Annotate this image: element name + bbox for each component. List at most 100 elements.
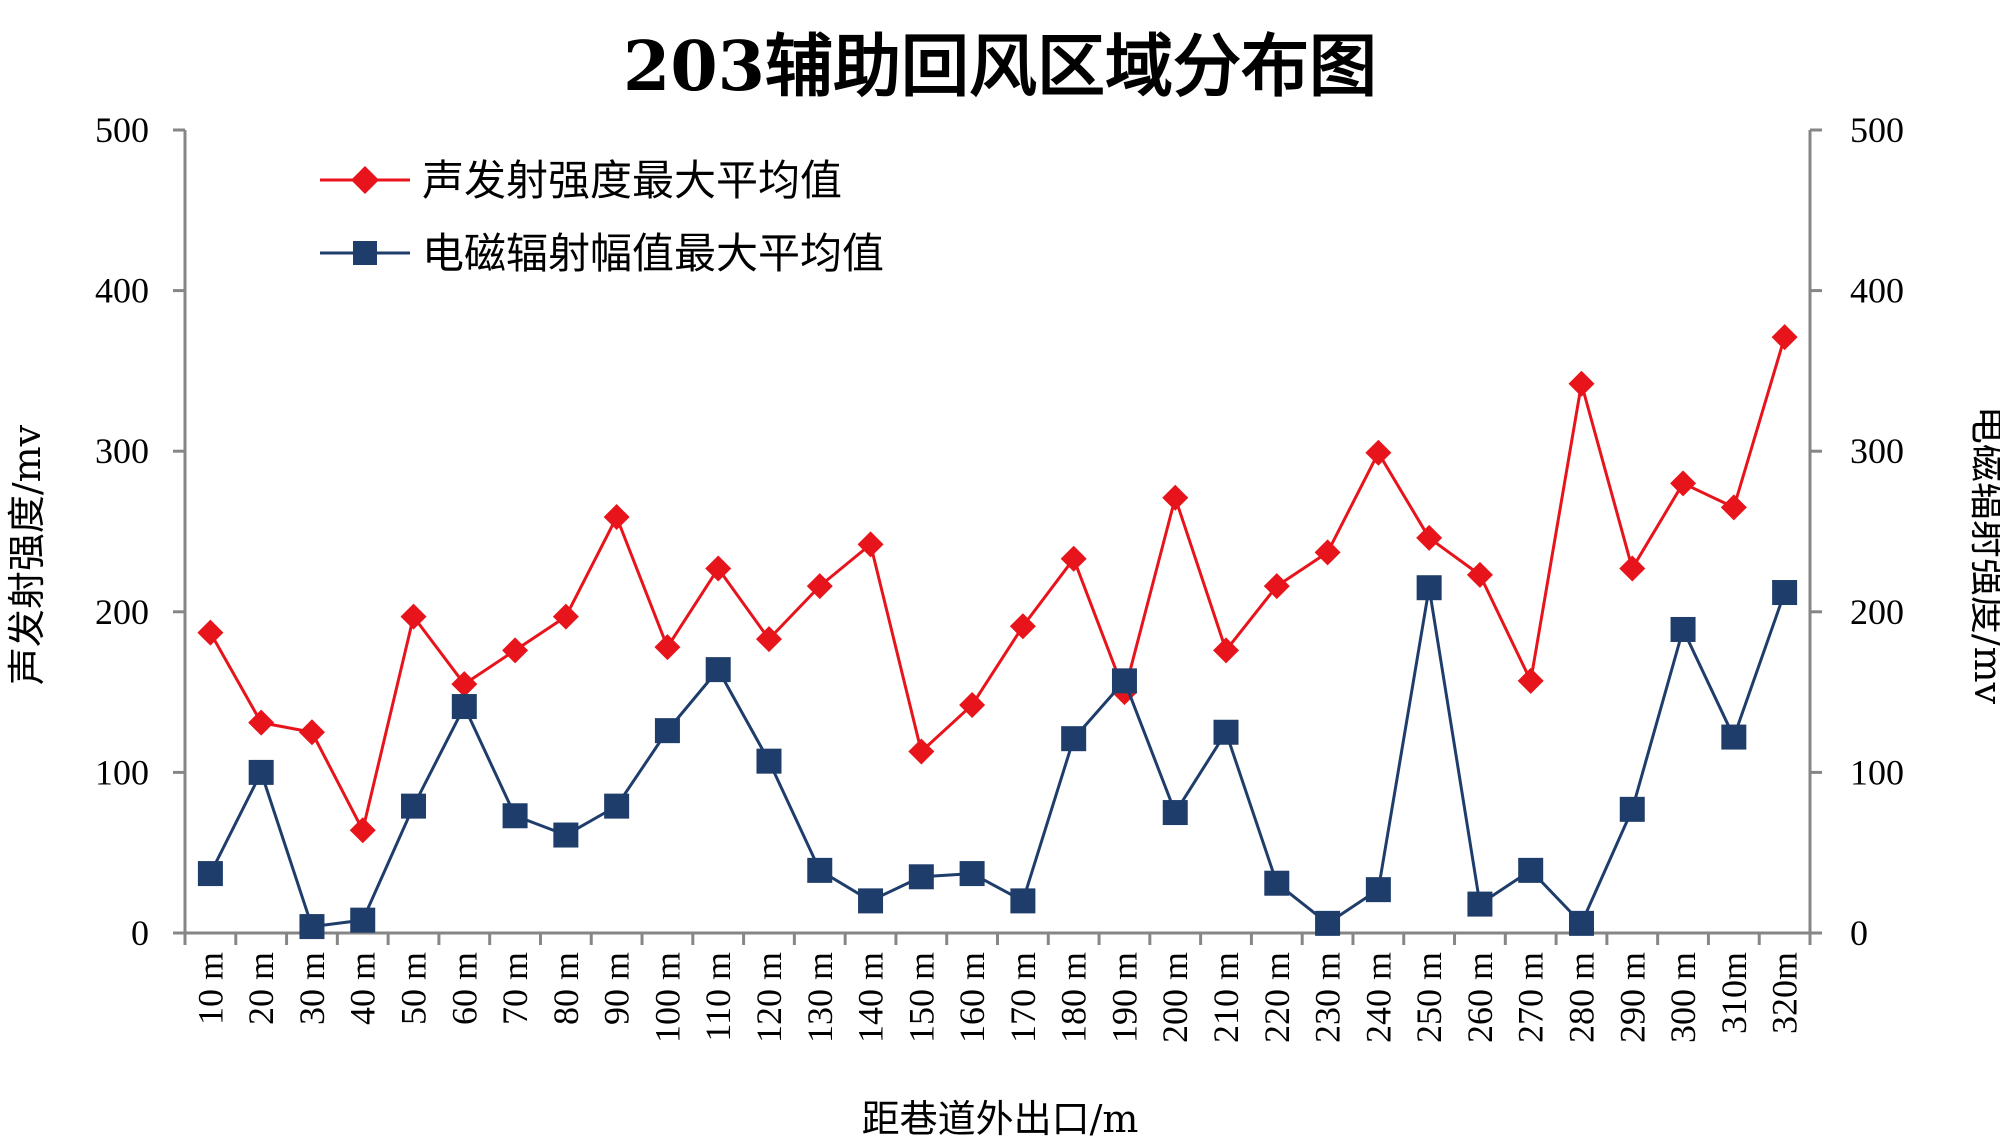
square-marker — [1111, 668, 1137, 694]
square-marker — [1467, 891, 1493, 917]
diamond-marker — [502, 637, 529, 664]
x-tick-label: 100 m — [647, 952, 687, 1043]
diamond-marker — [1213, 637, 1240, 664]
diamond-marker — [1314, 539, 1341, 566]
x-tick-label: 210 m — [1206, 952, 1246, 1043]
square-marker — [604, 793, 630, 819]
y-tick-left-label: 100 — [95, 752, 149, 792]
diamond-marker — [451, 671, 478, 698]
x-tick-label: 150 m — [901, 952, 941, 1043]
series-electromagnetic — [197, 575, 1798, 940]
diamond-marker — [1517, 667, 1544, 694]
square-marker — [858, 888, 884, 914]
square-marker — [1670, 616, 1696, 642]
diamond-marker — [1416, 524, 1443, 551]
y-tick-right-label: 300 — [1850, 431, 1904, 471]
x-tick-label: 90 m — [597, 952, 637, 1025]
square-marker — [705, 657, 731, 683]
diamond-marker — [1365, 439, 1392, 466]
square-marker — [553, 822, 579, 848]
x-tick-label: 300 m — [1663, 952, 1703, 1043]
x-tick-label: 120 m — [749, 952, 789, 1043]
series-line — [209, 336, 1787, 832]
axes — [173, 128, 1822, 945]
square-marker — [959, 861, 985, 887]
x-tick-label: 50 m — [394, 952, 434, 1025]
x-tick-label: 280 m — [1561, 952, 1601, 1043]
x-tick-label: 30 m — [292, 952, 332, 1025]
x-tick-label: 60 m — [444, 952, 484, 1025]
x-tick-label: 290 m — [1612, 952, 1652, 1043]
square-marker — [1213, 719, 1239, 745]
legend: 声发射强度最大平均值 电磁辐射幅值最大平均值 — [320, 156, 884, 278]
diamond-marker — [1263, 573, 1290, 600]
y-tick-left-label: 0 — [131, 913, 149, 953]
diamond-marker — [1720, 494, 1747, 521]
x-tick-label: 10 m — [190, 952, 230, 1025]
legend-square-marker — [353, 241, 377, 265]
square-marker — [299, 914, 325, 940]
tick-labels: 0 100 200 300 400 500 0 100 200 300 400 500 10 m 20 m… — [95, 110, 1904, 1043]
diamond-marker — [654, 634, 681, 661]
square-marker — [451, 694, 477, 720]
diamond-marker — [248, 709, 275, 736]
diamond-marker — [755, 626, 782, 653]
diamond-marker — [1009, 613, 1036, 640]
x-tick-label: 260 m — [1460, 952, 1500, 1043]
square-marker — [654, 718, 680, 744]
series-acoustic — [197, 324, 1798, 844]
x-tick-label: 140 m — [851, 952, 891, 1043]
y-axis-right-label: 电磁辐射强度/mv — [1966, 406, 2000, 705]
x-tick-label: 40 m — [343, 952, 383, 1025]
diamond-marker — [959, 691, 986, 718]
legend-label-electromagnetic: 电磁辐射幅值最大平均值 — [422, 229, 884, 278]
y-tick-right-label: 500 — [1850, 110, 1904, 150]
square-marker — [1010, 888, 1036, 914]
y-tick-left-label: 400 — [95, 271, 149, 311]
legend-label-acoustic: 声发射强度最大平均值 — [422, 156, 842, 205]
diamond-marker — [1619, 555, 1646, 582]
x-tick-label: 310m — [1714, 952, 1754, 1034]
x-tick-label: 270 m — [1511, 952, 1551, 1043]
diamond-marker — [1771, 324, 1798, 351]
square-marker — [1162, 800, 1188, 826]
x-tick-label: 200 m — [1155, 952, 1195, 1043]
y-tick-left-label: 200 — [95, 592, 149, 632]
diamond-marker — [552, 603, 579, 630]
diamond-marker — [908, 738, 935, 765]
square-marker — [248, 759, 274, 785]
y-tick-right-label: 400 — [1850, 271, 1904, 311]
x-axis-label: 距巷道外出口/m — [862, 1097, 1139, 1141]
x-tick-label: 20 m — [241, 952, 281, 1025]
x-tick-label: 130 m — [800, 952, 840, 1043]
diamond-marker — [603, 504, 630, 531]
x-tick-label: 250 m — [1409, 952, 1449, 1043]
square-marker — [1568, 910, 1594, 936]
diamond-marker — [197, 619, 224, 646]
y-tick-left-label: 500 — [95, 110, 149, 150]
y-tick-right-label: 100 — [1850, 752, 1904, 792]
square-marker — [1619, 796, 1645, 822]
square-marker — [1315, 910, 1341, 936]
diamond-marker — [705, 555, 732, 582]
square-marker — [1061, 726, 1087, 752]
legend-diamond-marker — [351, 166, 379, 194]
square-marker — [401, 793, 427, 819]
square-marker — [1772, 580, 1798, 606]
y-tick-right-label: 200 — [1850, 592, 1904, 632]
y-tick-right-label: 0 — [1850, 913, 1868, 953]
x-tick-label: 190 m — [1104, 952, 1144, 1043]
square-marker — [756, 748, 782, 774]
x-tick-label: 230 m — [1308, 952, 1348, 1043]
diamond-marker — [1162, 484, 1189, 511]
diamond-marker — [1466, 561, 1493, 588]
x-tick-label: 170 m — [1003, 952, 1043, 1043]
diamond-marker — [857, 531, 884, 558]
series-line — [209, 586, 1787, 929]
x-tick-label: 70 m — [495, 952, 535, 1025]
diamond-marker — [349, 817, 376, 844]
square-marker — [1518, 857, 1544, 883]
series-layer — [197, 324, 1798, 940]
diamond-marker — [298, 719, 325, 746]
